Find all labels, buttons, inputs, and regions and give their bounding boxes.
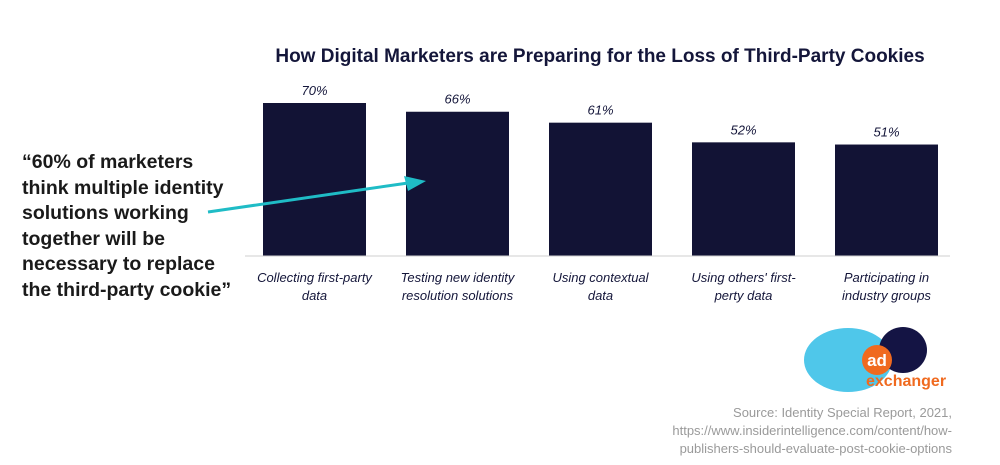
bar-3 (692, 142, 795, 256)
quote-line: solutions working (22, 202, 189, 224)
category-label-4-0: Participating in (844, 270, 929, 285)
quote-line: think multiple identity (22, 176, 224, 199)
logo-exchanger-text: exchanger (866, 373, 946, 390)
quote-line: “60% of marketers (22, 151, 194, 173)
value-label-3: 52% (730, 122, 756, 137)
value-label-2: 61% (587, 103, 613, 118)
bar-4 (835, 144, 938, 256)
quote-line: necessary to replace (22, 253, 215, 275)
bar-0 (263, 103, 366, 256)
category-label-1-1: resolution solutions (402, 288, 514, 303)
category-label-0-1: data (302, 288, 327, 303)
category-label-2-1: data (588, 288, 613, 303)
callout-arrow (207, 176, 426, 214)
source-line: https://www.insiderintelligence.com/cont… (672, 423, 952, 438)
bar-1 (406, 111, 509, 256)
category-label-3-0: Using others' first- (691, 270, 796, 285)
value-label-1: 66% (444, 92, 470, 107)
bar-2 (549, 122, 652, 257)
category-label-3-1: perty data (714, 288, 773, 303)
source-line: Source: Identity Special Report, 2021, (733, 405, 952, 420)
category-label-4-1: industry groups (842, 288, 931, 303)
source-line: publishers-should-evaluate-post-cookie-o… (679, 441, 952, 456)
value-label-4: 51% (873, 125, 899, 140)
category-label-2-0: Using contextual (552, 270, 649, 285)
value-label-0: 70% (301, 83, 327, 98)
category-label-1-0: Testing new identity (401, 270, 516, 285)
chart-title: How Digital Marketers are Preparing for … (275, 46, 924, 67)
logo-cyan-blob (804, 328, 892, 392)
callout-quote: “60% of marketers think multiple identit… (22, 150, 262, 303)
quote-line: together will be (22, 227, 166, 250)
logo-ad-text: ad (867, 351, 887, 370)
source-note: Source: Identity Special Report, 2021, h… (672, 404, 952, 458)
category-label-0-0: Collecting first-party (257, 270, 373, 285)
logo-orange-circle (862, 345, 892, 375)
adexchanger-logo: ad exchanger (804, 327, 946, 392)
quote-line: the third-party cookie” (22, 278, 232, 301)
